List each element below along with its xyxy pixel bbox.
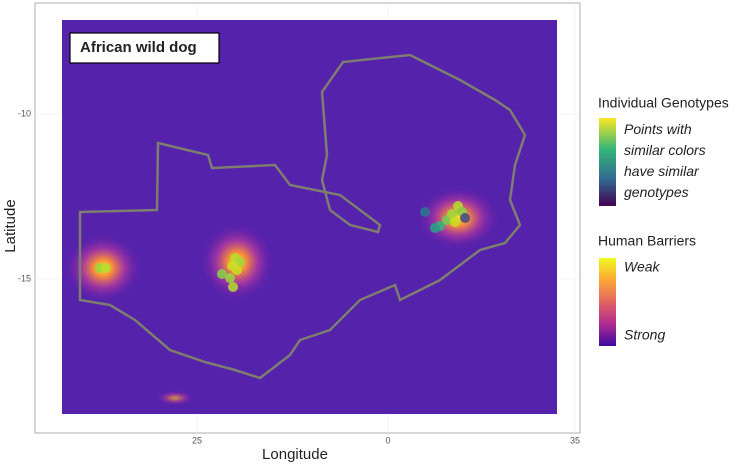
x-tick-label: 0 (385, 435, 390, 445)
y-tick-label: -10 (18, 108, 31, 118)
title-box (69, 32, 220, 64)
legend-label-line: Points with (624, 121, 692, 137)
x-tick-label: 35 (570, 435, 580, 445)
genotype-points (95, 201, 470, 292)
legend-label-line: genotypes (624, 184, 689, 200)
legend-title: Human Barriers (598, 233, 696, 249)
y-axis-label: Latitude (2, 199, 19, 252)
x-tick-label: 25 (192, 435, 202, 445)
country-border (78, 53, 527, 380)
hotspot (155, 390, 195, 406)
x-axis-label: Longitude (262, 446, 328, 463)
y-tick-label: -15 (18, 273, 31, 283)
legend-label: Points with similar colors have similar gen… (624, 121, 706, 200)
legend-colorbar (599, 258, 616, 346)
map-title: African wild dog (80, 39, 197, 56)
legend-label: Strong (624, 327, 665, 343)
legend-title: Individual Genotypes (598, 95, 729, 111)
legend-colorbar (599, 118, 616, 206)
legend-label-line: have similar (624, 163, 700, 179)
legend-label-line: similar colors (624, 142, 706, 158)
legend-label: Weak (624, 259, 661, 275)
